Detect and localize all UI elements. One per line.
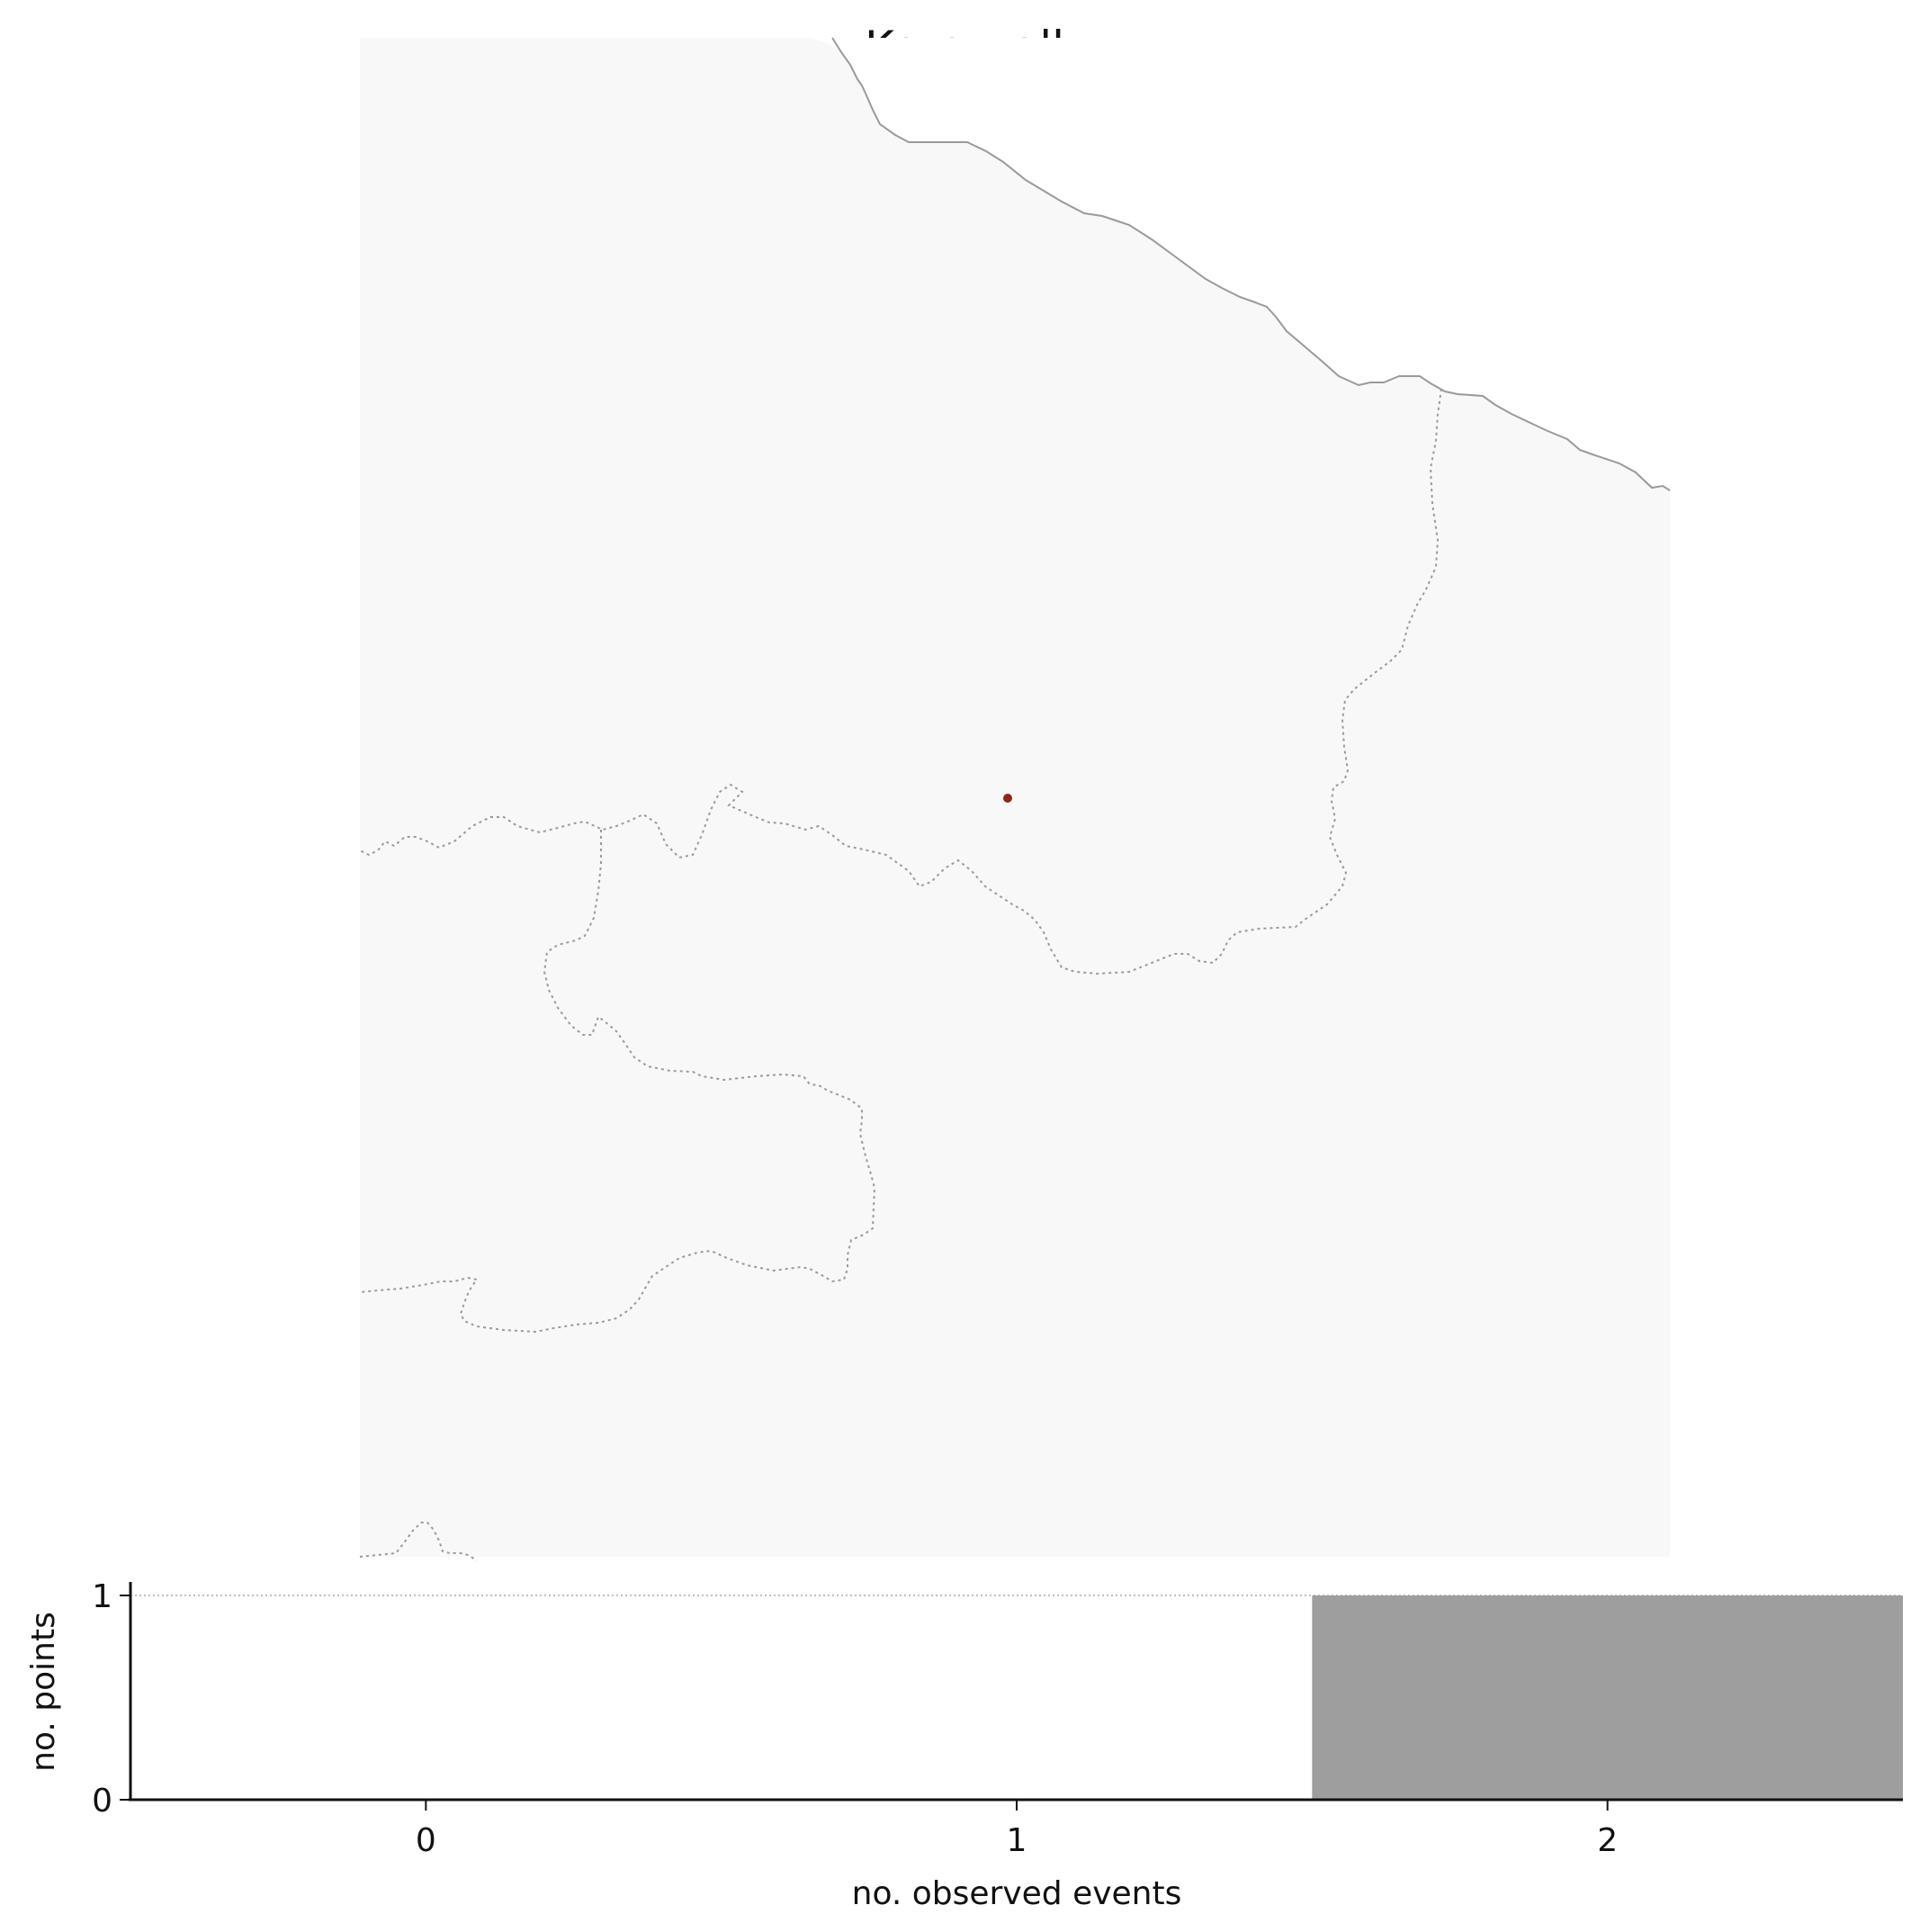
y-tick-label: 1 (92, 1578, 112, 1615)
x-tick-label: 0 (416, 1822, 436, 1859)
x-tick-label: 2 (1597, 1822, 1618, 1859)
y-axis-label: no. points (25, 1612, 62, 1772)
x-axis-label: no. observed events (852, 1875, 1182, 1912)
bar-2 (1312, 1595, 1903, 1800)
observed-point (1003, 794, 1012, 803)
coastline (831, 37, 1671, 491)
region-borders (359, 388, 1442, 1561)
y-ticks: 01 (92, 1578, 130, 1820)
x-ticks: 0 1 2 (416, 1800, 1618, 1859)
y-tick-label: 0 (92, 1783, 112, 1820)
histogram-bars (1312, 1595, 1903, 1800)
border-southwest (359, 1522, 478, 1561)
map-panel (359, 37, 1671, 1561)
sea-area (810, 38, 1670, 490)
x-tick-label: 1 (1007, 1822, 1027, 1859)
border-west-upper (359, 830, 876, 1334)
